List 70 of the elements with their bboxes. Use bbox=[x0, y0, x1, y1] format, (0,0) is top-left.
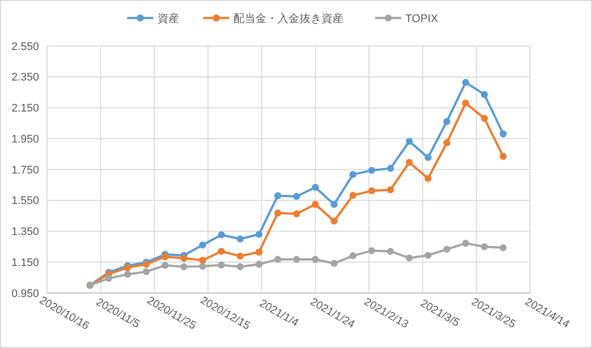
legend-label: 配当金・入金抜き資産 bbox=[233, 12, 344, 25]
point bbox=[406, 254, 413, 262]
point bbox=[105, 274, 112, 282]
point bbox=[406, 158, 413, 166]
point bbox=[349, 170, 356, 178]
point bbox=[218, 248, 225, 255]
point bbox=[274, 210, 282, 217]
point bbox=[480, 114, 488, 122]
point bbox=[124, 270, 131, 278]
point bbox=[293, 256, 300, 263]
legend-label: TOPIX bbox=[405, 12, 439, 25]
point bbox=[162, 253, 169, 260]
point bbox=[142, 268, 150, 276]
point bbox=[500, 244, 507, 252]
point bbox=[480, 243, 488, 250]
point bbox=[180, 254, 188, 262]
point bbox=[199, 262, 206, 270]
point bbox=[330, 218, 338, 225]
point bbox=[462, 240, 470, 247]
point bbox=[424, 174, 432, 182]
point bbox=[312, 200, 319, 208]
point bbox=[424, 154, 432, 161]
point bbox=[386, 186, 394, 194]
point bbox=[255, 260, 262, 268]
point bbox=[443, 118, 450, 125]
point bbox=[386, 248, 394, 255]
y-tick-label: 1.550 bbox=[11, 195, 39, 208]
point bbox=[218, 262, 225, 269]
point bbox=[274, 192, 282, 200]
point bbox=[406, 138, 413, 145]
point bbox=[480, 90, 488, 98]
point bbox=[368, 187, 376, 194]
point bbox=[462, 78, 470, 86]
point bbox=[180, 263, 188, 270]
y-tick-label: 1.350 bbox=[11, 226, 39, 238]
y-tick-label: 1.150 bbox=[11, 256, 39, 269]
point bbox=[443, 139, 450, 146]
point bbox=[199, 241, 206, 248]
point bbox=[236, 235, 244, 242]
y-tick-label: 2.350 bbox=[11, 72, 39, 84]
point bbox=[236, 263, 244, 270]
point bbox=[274, 256, 282, 263]
point bbox=[386, 164, 394, 172]
point bbox=[349, 252, 356, 260]
y-tick-label: 2.550 bbox=[11, 40, 39, 53]
point bbox=[424, 252, 432, 259]
point bbox=[293, 192, 300, 200]
point bbox=[255, 248, 262, 256]
point bbox=[312, 256, 319, 263]
point bbox=[368, 166, 376, 174]
point bbox=[293, 210, 300, 218]
point bbox=[349, 192, 356, 199]
point bbox=[330, 200, 338, 208]
point bbox=[236, 252, 244, 260]
point bbox=[255, 230, 262, 238]
point bbox=[218, 231, 225, 238]
point bbox=[443, 246, 450, 253]
legend-label: 資産 bbox=[157, 12, 180, 25]
point bbox=[500, 130, 507, 138]
point bbox=[462, 100, 470, 107]
point bbox=[312, 184, 319, 191]
point bbox=[162, 262, 169, 269]
point bbox=[199, 256, 206, 264]
y-tick-label: 1.950 bbox=[11, 133, 39, 146]
y-tick-label: 1.750 bbox=[11, 164, 39, 176]
y-tick-label: 2.150 bbox=[11, 102, 39, 115]
point bbox=[330, 260, 338, 267]
y-tick-label: 0.950 bbox=[11, 288, 39, 300]
point bbox=[500, 152, 507, 160]
point bbox=[368, 247, 376, 254]
